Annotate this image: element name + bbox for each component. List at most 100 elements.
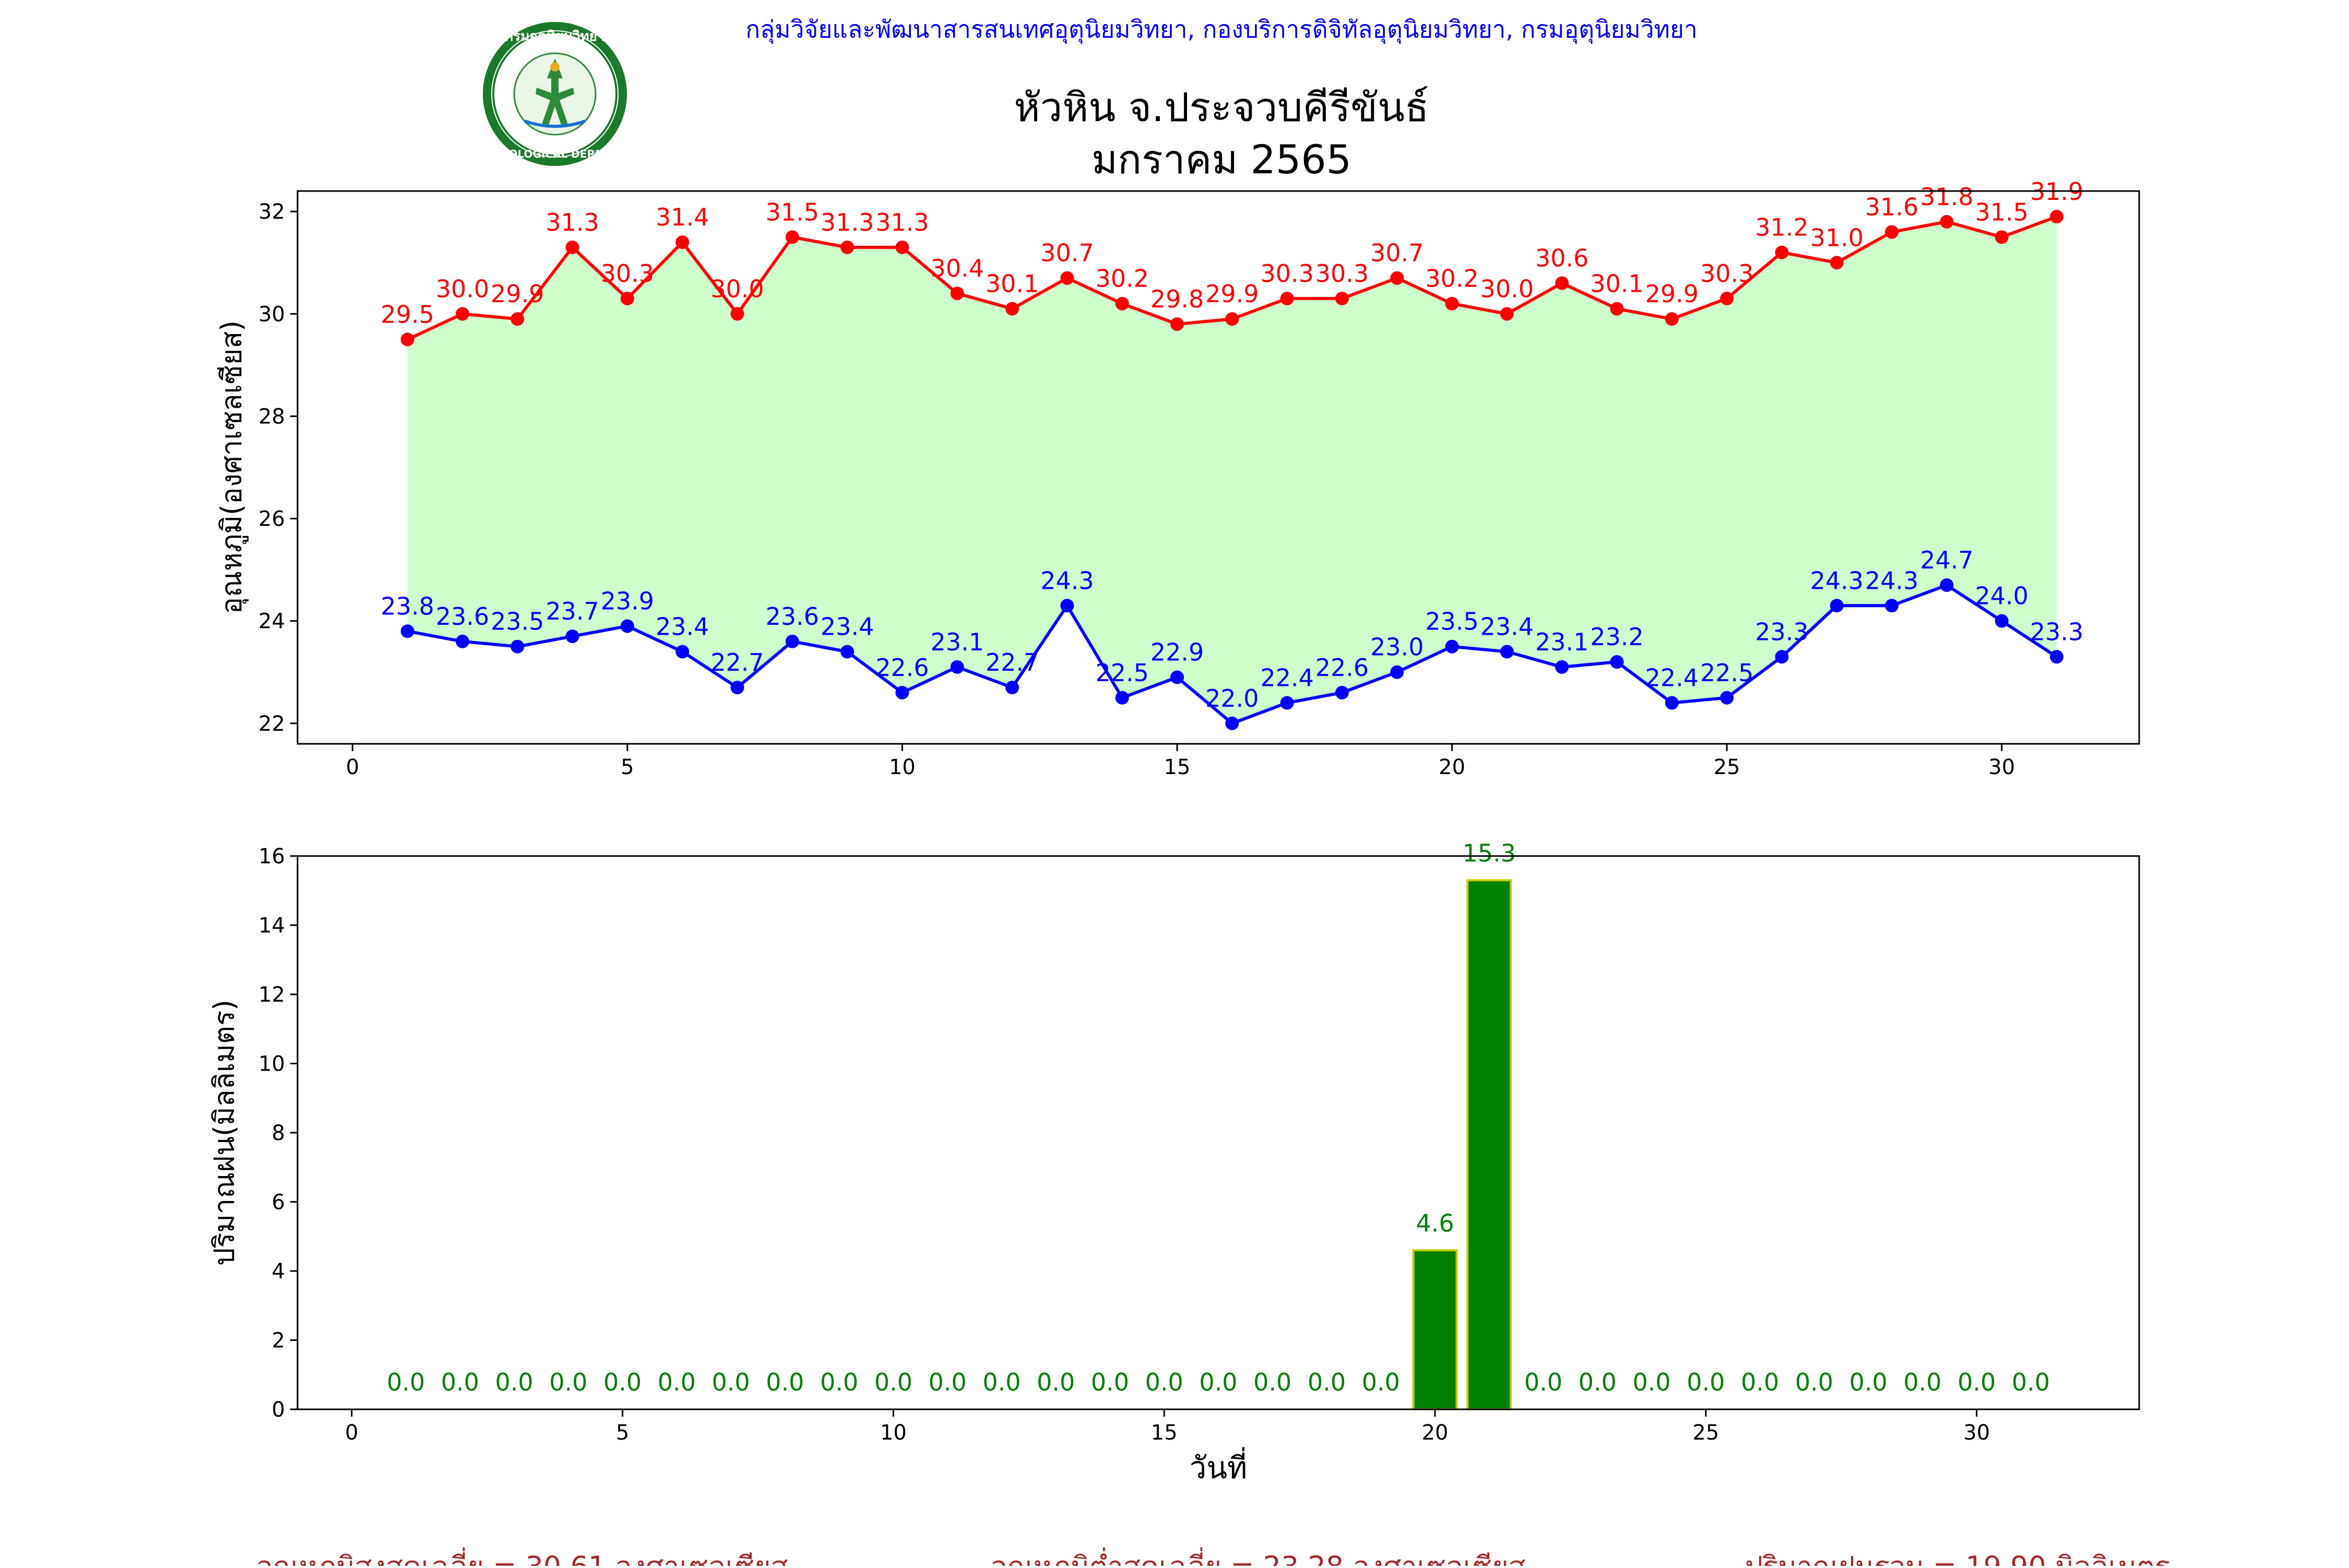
min-temp-point: [785, 634, 799, 648]
min-temp-point: [675, 645, 690, 659]
rainfall-value-label: 0.0: [766, 1368, 804, 1396]
rainfall-value-label: 0.0: [1199, 1368, 1237, 1396]
rainfall-value-label: 0.0: [874, 1368, 912, 1396]
max-temp-point: [1445, 296, 1459, 311]
rainfall-bar: [1466, 879, 1512, 1410]
min-temp-label: 23.3: [1755, 617, 1808, 646]
max-temp-point: [1280, 291, 1294, 305]
summary-total-rain: ปริมาณฝนรวม = 19.90 มิลลิเมตร: [1745, 1550, 2170, 1566]
max-temp-point: [455, 307, 469, 321]
max-temp-label: 30.0: [710, 275, 764, 303]
min-temp-point: [1500, 645, 1514, 659]
rainfall-y-axis-label: ปริมาณฝน(มิลลิเมตร): [208, 1000, 241, 1266]
max-temp-label: 30.3: [1260, 259, 1313, 288]
max-temp-point: [840, 240, 855, 254]
rainfall-value-label: 0.0: [1253, 1368, 1291, 1396]
max-temp-label: 31.2: [1755, 213, 1808, 242]
rainfall-value-label: 0.0: [1362, 1368, 1400, 1396]
min-temp-point: [455, 634, 469, 648]
min-temp-label: 23.6: [436, 602, 489, 631]
max-temp-label: 30.6: [1535, 244, 1588, 272]
rainfall-value-label: 0.0: [982, 1368, 1021, 1396]
temperature-y-tick-label: 22: [258, 712, 285, 736]
max-temp-label: 30.2: [1425, 265, 1478, 293]
max-temp-label: 30.3: [1315, 259, 1369, 288]
max-temp-label: 30.7: [1040, 239, 1094, 267]
rainfall-value-label: 0.0: [1958, 1368, 1996, 1396]
max-temp-point: [785, 230, 799, 244]
rainfall-y-tick-label: 6: [272, 1191, 285, 1215]
min-temp-point: [620, 619, 634, 633]
rainfall-x-axis-label: วันที่: [1190, 1447, 1247, 1486]
rainfall-value-label: 0.0: [658, 1368, 696, 1396]
rainfall-plot-area: [298, 856, 2139, 1409]
min-temp-label: 23.5: [491, 608, 544, 636]
max-temp-point: [1665, 312, 1679, 326]
rainfall-value-label: 0.0: [1849, 1368, 1888, 1396]
max-temp-label: 31.6: [1865, 193, 1918, 221]
temperature-x-tick-label: 5: [621, 755, 634, 779]
rainfall-y-tick-label: 16: [258, 845, 285, 869]
max-temp-point: [2050, 210, 2064, 224]
max-temp-point: [1940, 215, 1954, 229]
rainfall-value-label: 0.0: [441, 1368, 479, 1396]
min-temp-point: [1060, 599, 1074, 613]
max-temp-point: [1390, 271, 1404, 285]
max-temp-point: [1885, 225, 1899, 239]
rainfall-x-tick-label: 10: [880, 1421, 907, 1445]
max-temp-label: 30.1: [1590, 270, 1643, 298]
max-temp-point: [1115, 296, 1129, 311]
max-temp-label: 30.2: [1095, 265, 1148, 293]
month-title: มกราคม 2565: [1092, 136, 1351, 183]
min-temp-label: 22.5: [1095, 659, 1148, 687]
max-temp-point: [1720, 291, 1734, 305]
max-temp-label: 31.8: [1920, 183, 1973, 211]
summary-avg-min-temp: อุณหภูมิต่ำสุดเฉลี่ย = 23.28 องศาเซลเซีย…: [990, 1547, 1525, 1566]
rainfall-value-label: 0.0: [1741, 1368, 1779, 1396]
rainfall-value-label: 0.0: [929, 1368, 967, 1396]
min-temp-label: 22.5: [1700, 659, 1753, 687]
max-temp-point: [400, 332, 414, 347]
rainfall-y-tick-label: 12: [258, 983, 285, 1007]
min-temp-label: 23.4: [821, 613, 874, 641]
department-logo: กรมอุตุนิยมวิทยา METEOROLOGICAL DEPARTME…: [460, 22, 650, 166]
min-temp-point: [1390, 665, 1404, 679]
rainfall-value-label: 15.3: [1463, 839, 1516, 867]
min-temp-point: [1720, 691, 1734, 705]
logo-text-bottom: METEOROLOGICAL DEPARTMENT: [460, 148, 650, 160]
min-temp-label: 23.3: [2030, 617, 2083, 646]
rainfall-value-label: 0.0: [1687, 1368, 1725, 1396]
rainfall-y-tick-label: 10: [258, 1052, 285, 1076]
temperature-axes: 22 24 26 28 30 32 0 5 10 15 20 25 30: [258, 200, 2015, 779]
max-temp-point: [511, 312, 525, 326]
min-temp-point: [730, 681, 744, 695]
station-title: หัวหิน จ.ประจวบคีรีขันธ์: [1014, 84, 1429, 130]
rainfall-value-label: 0.0: [1903, 1368, 1941, 1396]
min-temp-point: [2050, 650, 2064, 664]
min-temp-label: 22.4: [1645, 664, 1699, 692]
max-temp-point: [730, 307, 744, 321]
rainfall-value-label: 0.0: [1524, 1368, 1562, 1396]
rainfall-value-label: 4.6: [1416, 1209, 1454, 1237]
min-temp-point: [1225, 716, 1239, 730]
rainfall-value-label: 0.0: [1145, 1368, 1183, 1396]
rainfall-value-label: 0.0: [1037, 1368, 1075, 1396]
max-temp-point: [675, 235, 690, 250]
temperature-y-tick-label: 26: [258, 507, 285, 531]
rainfall-y-tick-label: 4: [272, 1260, 285, 1284]
max-temp-point: [1500, 307, 1514, 321]
temperature-plot-frame: [296, 190, 2140, 745]
max-temp-point: [1335, 291, 1349, 305]
rainfall-bar: [1412, 1249, 1458, 1410]
temperature-x-tick-label: 10: [889, 755, 916, 779]
max-temp-label: 30.3: [1700, 259, 1753, 288]
max-temp-label: 29.9: [1645, 280, 1699, 308]
max-temp-point: [1225, 312, 1239, 326]
temperature-x-tick-label: 25: [1714, 755, 1740, 779]
max-temp-point: [620, 291, 634, 305]
rainfall-value-label: 0.0: [820, 1368, 858, 1396]
temperature-chart: 29.5 23.8 30.0 23.6 29.9 23.5 31.3 23.7 30.3 23.9…: [215, 177, 2140, 779]
rainfall-x-tick-label: 25: [1692, 1421, 1719, 1445]
min-temp-point: [1995, 614, 2009, 628]
